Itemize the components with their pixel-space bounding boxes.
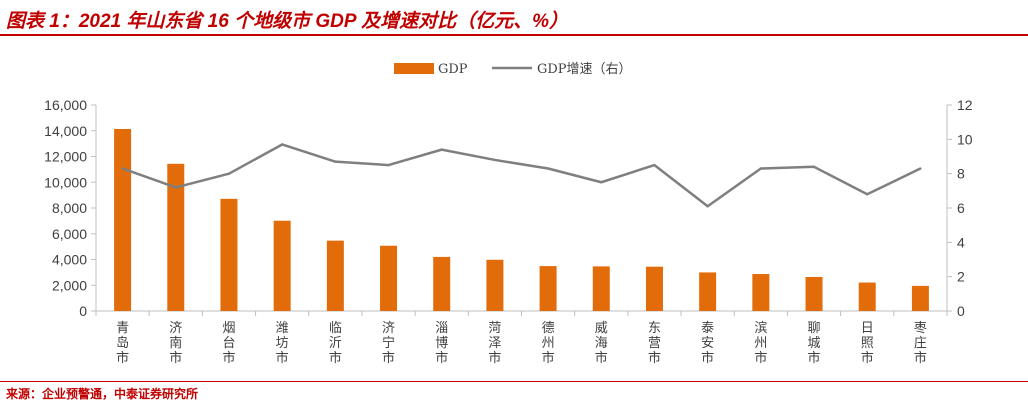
gdp-bar [858,282,876,311]
title-bar: 图表 1：2021 年山东省 16 个地级市 GDP 及增速对比（亿元、%） [0,0,1028,36]
growth-point [280,143,284,146]
category-label: 潍坊市 [276,321,289,366]
growth-point [866,193,869,196]
left-axis-tick-label: 14,000 [44,123,87,139]
growth-point [227,172,231,175]
gdp-bar [220,198,238,311]
chart-canvas: 0 2,000 4,000 6,000 8,000 10,000 12,000 14,000 1… [44,62,973,366]
gdp-bar [752,274,770,311]
category-label: 枣庄市 [914,321,927,366]
growth-point [440,148,443,151]
chart-title: 图表 1：2021 年山东省 16 个地级市 GDP 及增速对比（亿元、%） [6,11,569,32]
growth-point [919,167,922,170]
left-axis-tick-label: 12,000 [44,149,87,165]
category-label: 淄博市 [435,321,448,366]
growth-point [174,186,177,189]
gdp-bar [380,245,398,311]
category-label: 聊城市 [808,321,821,366]
footer-divider [0,381,1028,382]
gdp-bar [273,220,291,311]
category-label: 东营市 [648,321,661,366]
legend-swatch-gdp [394,63,434,74]
growth-point [600,181,603,184]
right-axis-tick-label: 2 [957,269,965,285]
gdp-bar [433,256,451,311]
gdp-bar [114,128,132,311]
category-label: 烟台市 [222,321,235,366]
left-axis-tick-label: 16,000 [44,97,87,113]
category-label: 菏泽市 [488,321,501,366]
source-note: 来源：企业预警通，中泰证券研究所 [6,387,199,401]
right-axis-tick-label: 10 [957,131,973,147]
right-axis-tick-label: 4 [957,234,965,250]
left-axis-tick-label: 2,000 [52,277,87,293]
gdp-bar [592,266,610,311]
category-label: 济宁市 [382,321,395,366]
growth-line [122,143,921,208]
growth-point [706,205,709,208]
left-axis-tick-label: 4,000 [52,252,87,268]
gdp-bar [486,259,504,311]
left-axis-tick-label: 10,000 [44,174,87,190]
growth-point [493,158,497,162]
gdp-bar [911,285,929,311]
right-axis-tick-label: 12 [957,97,973,113]
legend-label-growth: GDP增速（右） [537,62,632,77]
category-label: 济南市 [169,321,182,366]
growth-point [387,163,390,167]
growth-point [334,160,337,163]
growth-point [121,167,124,170]
right-axis-tick-label: 6 [957,200,965,216]
category-label: 德州市 [542,321,555,366]
left-axis-tick-label: 6,000 [52,226,87,242]
left-axis-tick-label: 8,000 [52,200,87,216]
gdp-bar [326,240,344,311]
category-label: 滨州市 [754,320,767,366]
gdp-bar [805,276,823,311]
gdp-bar [699,272,717,311]
gdp-bar [539,266,557,311]
category-label: 泰安市 [701,321,714,366]
growth-point [759,167,763,170]
category-label: 临沂市 [329,321,342,366]
legend-label-gdp: GDP [438,62,468,77]
growth-point [653,163,656,167]
category-label: 威海市 [595,321,608,366]
growth-point [812,165,816,168]
left-axis-tick-label: 0 [79,303,87,319]
category-label: 青岛市 [116,321,129,366]
right-axis-tick-label: 0 [957,303,965,319]
category-label: 日照市 [861,321,874,366]
gdp-bar [167,163,185,311]
growth-point [546,167,550,170]
gdp-bar [645,266,663,311]
right-axis-tick-label: 8 [957,166,965,182]
